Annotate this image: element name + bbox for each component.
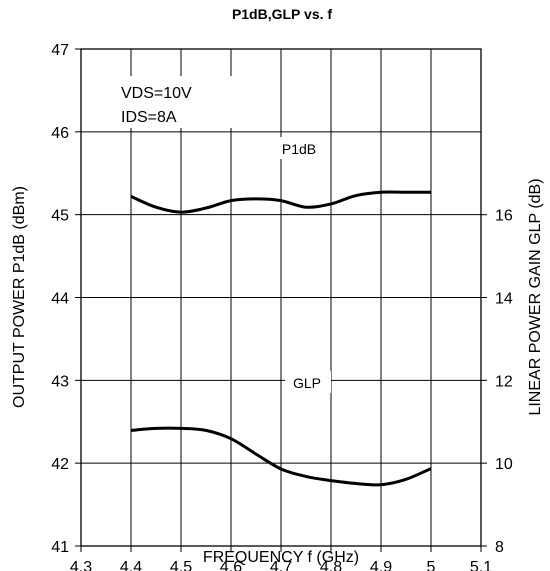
y-axis-label: OUTPUT POWER P1dB (dBm) <box>11 186 28 408</box>
y-tick-label: 46 <box>51 125 69 142</box>
series-label-glp-bg <box>285 371 331 393</box>
y2-tick-labels: 8 10 12 14 16 <box>495 208 513 556</box>
plot-frame <box>80 48 482 547</box>
x-tick-label: 5 <box>427 559 436 571</box>
series-lines <box>130 190 432 487</box>
annotation-ids: IDS=8A <box>121 109 177 126</box>
y2-tick-label: 14 <box>495 291 513 308</box>
y-tick-label: 44 <box>51 291 69 308</box>
y-tick-label: 41 <box>51 539 69 556</box>
series-line-glp <box>130 426 432 487</box>
y2-tick-label: 8 <box>495 539 504 556</box>
annotation-background <box>116 76 234 128</box>
series-label-glp: GLP <box>293 375 321 391</box>
x-tick-label: 4.9 <box>370 559 392 571</box>
series-labels: P1dB GLP <box>273 137 331 393</box>
chart-title: P1dB,GLP vs. f <box>232 6 332 22</box>
x-tick-label: 5.1 <box>470 559 492 571</box>
series-label-p1db-bg <box>273 137 325 159</box>
y-tick-labels: 41 42 43 44 45 46 47 <box>51 42 69 556</box>
x-tick-label: 4.4 <box>120 559 142 571</box>
y2-tick-label: 12 <box>495 373 513 390</box>
y-tick-label: 42 <box>51 456 69 473</box>
y2-tick-label: 16 <box>495 208 513 225</box>
x-tick-label: 4.6 <box>220 559 242 571</box>
y2-axis-label: LINEAR POWER GAIN GLP (dB) <box>527 178 544 415</box>
x-tick-label: 4.3 <box>70 559 92 571</box>
x-tick-label: 4.5 <box>170 559 192 571</box>
y2-tick-label: 10 <box>495 456 513 473</box>
x-tick-label: 4.7 <box>270 559 292 571</box>
y-tick-label: 43 <box>51 373 69 390</box>
y-tick-label: 47 <box>51 42 69 59</box>
series-line-p1db <box>130 190 431 214</box>
x-axis-label: FREQUENCY f (GHz) <box>203 549 359 566</box>
annotation-vds: VDS=10V <box>121 85 192 102</box>
series-label-p1db: P1dB <box>282 141 316 157</box>
x-tick-labels: 4.3 4.4 4.5 4.6 4.7 4.8 4.9 5 5.1 <box>70 559 492 571</box>
y-tick-label: 45 <box>51 208 69 225</box>
x-tick-label: 4.8 <box>320 559 342 571</box>
grid <box>75 48 487 552</box>
annotations: VDS=10V IDS=8A <box>116 76 234 128</box>
